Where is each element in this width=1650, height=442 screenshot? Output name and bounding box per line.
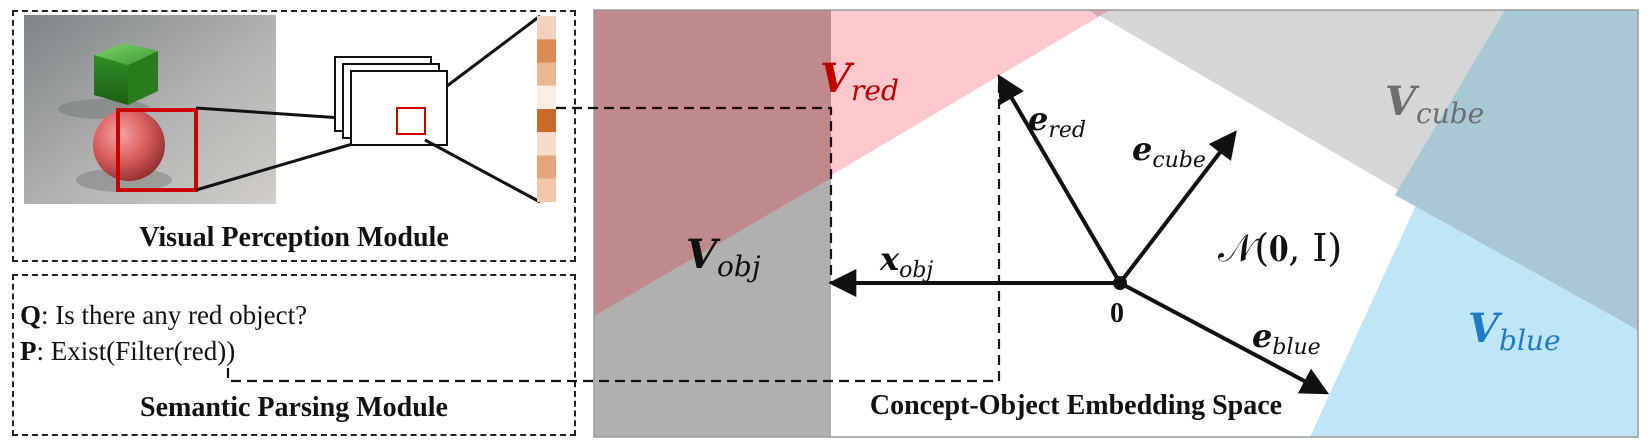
vector-e-red-label: ered	[1028, 100, 1086, 143]
visual-perception-module: Visual Perception Module	[12, 10, 576, 262]
feature-cell	[537, 62, 556, 86]
region-blue-label: Vblue	[1468, 305, 1561, 357]
feature-cell	[537, 16, 556, 40]
semantic-module-title: Semantic Parsing Module	[140, 392, 448, 423]
roi-to-strip-top	[446, 14, 541, 88]
vector-e-blue	[1119, 281, 1330, 395]
embedding-space-border	[593, 9, 1639, 438]
feature-cell	[537, 178, 556, 202]
feature-vector-strip	[537, 16, 556, 202]
program-line: P: Exist(Filter(red))	[20, 336, 235, 367]
region-obj-label: Vobj	[686, 231, 761, 283]
region-red-label: Vred	[820, 55, 899, 107]
semantic-parsing-module: Q: Is there any red object? P: Exist(Fil…	[12, 274, 576, 436]
feature-cell	[537, 85, 556, 109]
vector-e-blue-label: eblue	[1252, 317, 1321, 360]
question-line: Q: Is there any red object?	[20, 300, 307, 331]
question-prefix: Q	[20, 300, 42, 330]
question-text: : Is there any red object?	[41, 300, 308, 330]
cnn-feature-maps	[334, 56, 448, 146]
green-cube	[94, 43, 158, 105]
roi-to-strip-bottom	[424, 138, 541, 204]
feature-cell	[537, 39, 556, 63]
feature-to-xobj-connector	[556, 106, 833, 283]
vector-x-obj-label: xobj	[879, 240, 933, 283]
vector-e-cube	[1118, 130, 1237, 285]
embedding-space-title: Concept-Object Embedding Space	[870, 390, 1282, 421]
program-to-ered-connector	[226, 78, 1001, 383]
roi-box	[396, 107, 426, 135]
feature-cell	[537, 155, 556, 179]
program-text: : Exist(Filter(red))	[36, 336, 236, 366]
origin-point	[1113, 276, 1127, 290]
feature-cell	[537, 132, 556, 156]
object-bounding-box	[116, 108, 198, 192]
normal-distribution-label: 𝒩(𝟎, I)	[1218, 226, 1342, 270]
region-obj-red-overlap	[594, 10, 831, 316]
vector-e-cube-label: ecube	[1132, 130, 1206, 173]
feature-cell	[537, 109, 556, 133]
embedding-space-regions	[594, 10, 1638, 437]
program-prefix: P	[20, 336, 37, 366]
red-sphere	[93, 109, 165, 181]
region-red-cube-overlap	[1090, 10, 1110, 17]
origin-label: 0	[1110, 298, 1124, 329]
visual-module-title: Visual Perception Module	[139, 222, 449, 253]
region-cube-blue-overlap	[1395, 10, 1638, 330]
region-cube-label: Vcube	[1385, 78, 1484, 130]
vector-e-red	[997, 73, 1122, 285]
